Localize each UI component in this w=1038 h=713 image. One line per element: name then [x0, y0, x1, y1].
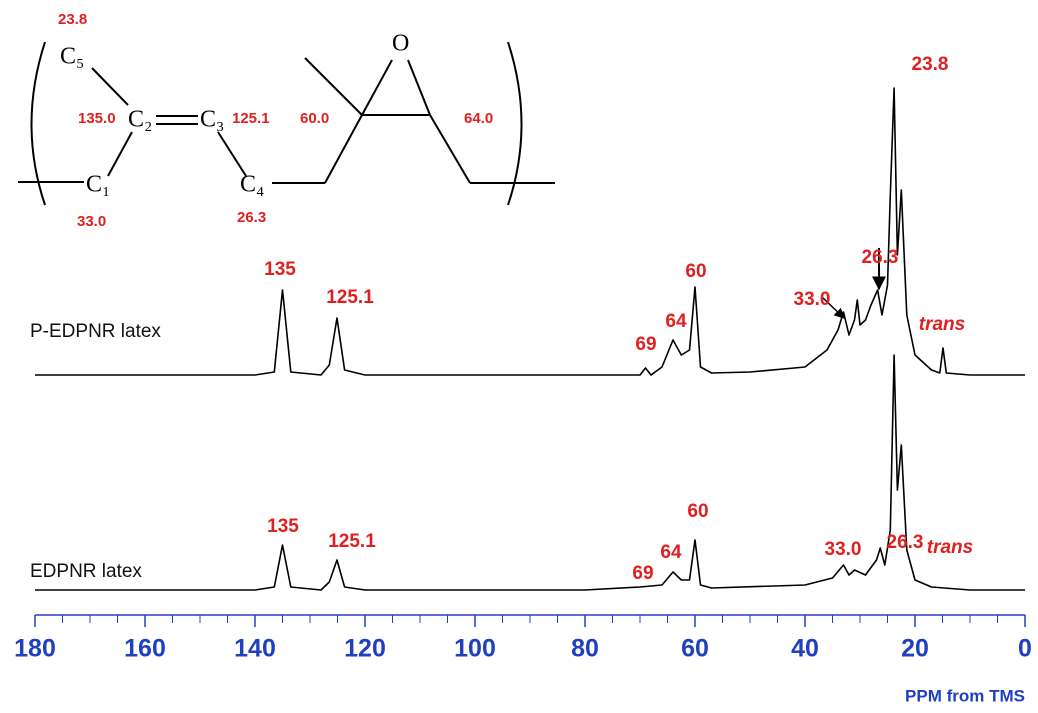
bond — [305, 58, 362, 115]
peak-label: 60 — [687, 501, 708, 522]
peak-label: 33.0 — [825, 539, 862, 560]
shift-label: 135.0 — [78, 110, 116, 127]
peak-label: 135 — [267, 516, 299, 537]
x-tick-label: 100 — [454, 635, 496, 663]
peak-label: 125.1 — [326, 287, 374, 308]
peak-label: 26.3 — [862, 247, 899, 268]
x-tick-label: 20 — [901, 635, 929, 663]
structure: C₅ C₂ C₃ C₁ C₄ O 23.8 135.0 125.1 60.0 6… — [18, 11, 555, 230]
peak-label: 64 — [665, 311, 687, 332]
peak-label: 64 — [660, 542, 682, 563]
peak-label: 69 — [632, 563, 653, 584]
shift-label: 26.3 — [237, 209, 266, 226]
shift-label: 64.0 — [464, 110, 493, 127]
atom-label: C₁ — [86, 172, 110, 198]
peak-label: 33.0 — [794, 289, 831, 310]
bond — [92, 68, 128, 105]
series-label: EDPNR latex — [30, 561, 142, 582]
x-tick-label: 80 — [571, 635, 599, 663]
shift-label: 33.0 — [77, 213, 106, 230]
peak-label: 23.8 — [912, 54, 949, 75]
bond — [108, 132, 132, 176]
atom-label: C₃ — [200, 107, 224, 133]
x-tick-label: 180 — [14, 635, 56, 663]
shift-label: 125.1 — [232, 110, 270, 127]
peak-label: 60 — [685, 261, 706, 282]
x-tick-label: 140 — [234, 635, 276, 663]
x-axis-label: PPM from TMS — [905, 686, 1025, 705]
bond — [325, 115, 362, 183]
bracket — [32, 42, 46, 205]
peak-label: trans — [919, 314, 965, 335]
peak-label: 69 — [635, 334, 656, 355]
bond — [408, 60, 430, 115]
shift-label: 23.8 — [58, 11, 87, 28]
bond — [218, 132, 246, 176]
peak-label: 26.3 — [887, 532, 924, 553]
x-tick-label: 120 — [344, 635, 386, 663]
atom-label: C₅ — [60, 44, 84, 70]
shift-label: 60.0 — [300, 110, 329, 127]
x-tick-label: 0 — [1018, 635, 1032, 663]
x-tick-label: 160 — [124, 635, 166, 663]
figure: C₅ C₂ C₃ C₁ C₄ O 23.8 135.0 125.1 60.0 6… — [0, 0, 1038, 713]
bracket — [508, 42, 522, 205]
peak-label: trans — [927, 537, 973, 558]
x-tick-label: 60 — [681, 635, 709, 663]
atom-label: O — [392, 31, 409, 57]
series-label: P-EDPNR latex — [30, 321, 161, 342]
spectrum — [35, 88, 1025, 375]
peak-label: 135 — [264, 259, 296, 280]
spectrum — [35, 355, 1025, 590]
atom-label: C₄ — [240, 172, 264, 198]
bond — [362, 60, 392, 115]
atom-label: C₂ — [128, 107, 152, 133]
peak-label: 125.1 — [328, 531, 376, 552]
x-tick-label: 40 — [791, 635, 819, 663]
